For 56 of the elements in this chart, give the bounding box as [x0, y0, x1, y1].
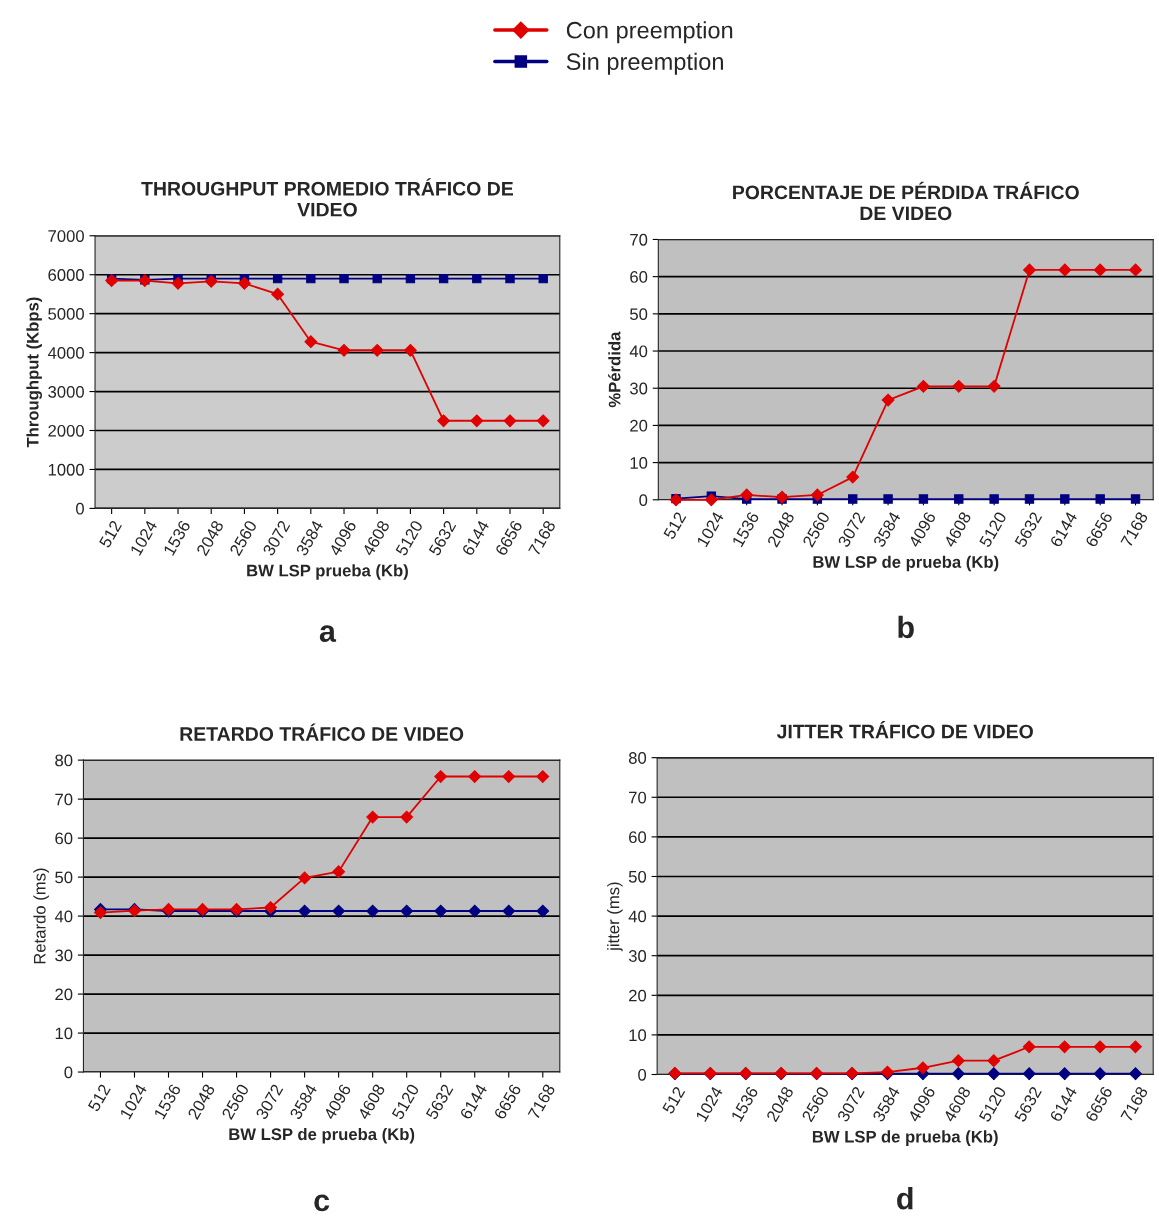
y-tick-label: 2000 — [48, 424, 84, 437]
chart-title: PORCENTAJE DE PÉRDIDA TRÁFICO DE VIDEO — [733, 181, 1079, 221]
chart-title: THROUGHPUT PROMEDIO TRÁFICO DE VIDEO — [141, 178, 513, 217]
chart-title: JITTER TRÁFICO DE VIDEO — [776, 721, 1033, 739]
y-tick-label: 6000 — [48, 269, 84, 281]
y-tick-label: 20 — [55, 988, 73, 1001]
y-tick-label: 40 — [629, 345, 648, 358]
y-tick-label: 60 — [630, 271, 648, 283]
text: c — [314, 1194, 330, 1212]
y-tick-label: 60 — [55, 832, 73, 845]
y-tick-label: 1000 — [48, 463, 84, 476]
y-tick-label: 4000 — [47, 347, 84, 359]
x-axis-title: BW LSP de prueba (Kb) — [813, 555, 999, 572]
x-tick-label: 512 — [661, 1085, 686, 1115]
y-axis-title: Retardo (ms) — [33, 868, 49, 964]
chart-title: RETARDO TRÁFICO DE VIDEO — [180, 723, 464, 741]
y-tick-label: 40 — [628, 910, 647, 923]
y-tick-label: 60 — [629, 831, 647, 844]
y-tick-label: 10 — [55, 1027, 73, 1040]
y-axis-title: %Pérdida — [608, 331, 621, 408]
y-tick-label: 5000 — [48, 308, 84, 320]
y-tick-label: 50 — [55, 871, 73, 884]
y-tick-label: 80 — [55, 754, 73, 767]
legend-label: Con preemption — [566, 21, 733, 44]
y-tick-label: 40 — [54, 910, 73, 923]
legend-label: Sin preemption — [566, 52, 723, 75]
text: d — [897, 1186, 913, 1210]
y-tick-label: 30 — [628, 950, 647, 962]
y-tick-label: 10 — [630, 457, 648, 469]
x-axis-title: BW LSP de prueba (Kb) — [229, 1127, 415, 1144]
x-axis-title: BW LSP de prueba (Kb) — [812, 1130, 998, 1146]
x-tick-label: 512 — [98, 519, 123, 549]
y-axis-title: jitter (ms) — [607, 882, 623, 952]
y-axis-title: Throughput (Kbps) — [26, 297, 42, 448]
y-tick-label: 0 — [638, 1068, 647, 1081]
y-tick-label: 3000 — [48, 385, 84, 398]
y-tick-label: 20 — [629, 989, 647, 1002]
y-tick-label: 70 — [55, 793, 73, 806]
y-tick-label: 0 — [64, 1066, 73, 1079]
y-tick-label: 70 — [629, 791, 647, 804]
y-tick-label: 70 — [630, 233, 648, 246]
y-tick-label: 7000 — [48, 230, 84, 242]
x-tick-label: 512 — [87, 1083, 111, 1113]
y-tick-label: 50 — [628, 870, 647, 883]
y-tick-label: 80 — [628, 752, 647, 764]
text: b — [898, 615, 914, 639]
y-tick-label: 0 — [639, 494, 648, 506]
x-tick-label: 512 — [663, 511, 687, 540]
y-tick-label: 20 — [630, 419, 648, 432]
y-tick-label: 10 — [629, 1029, 647, 1042]
text: a — [319, 625, 337, 642]
y-tick-label: 50 — [630, 308, 648, 321]
y-tick-label: 0 — [76, 502, 84, 515]
y-tick-label: 30 — [55, 949, 73, 962]
y-tick-label: 30 — [629, 382, 648, 395]
x-axis-title: BW LSP prueba (Kb) — [247, 564, 408, 580]
